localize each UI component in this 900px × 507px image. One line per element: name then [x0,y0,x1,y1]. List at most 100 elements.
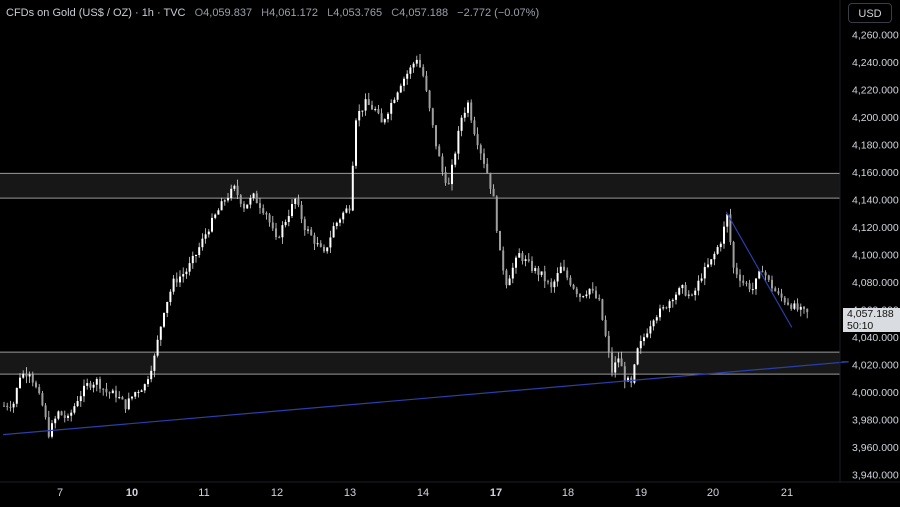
candle [364,93,367,116]
x-tick-label: 13 [344,487,356,499]
candle [25,367,28,384]
candle [639,335,642,354]
candle [335,221,338,230]
candle [780,288,783,302]
candle [585,290,588,299]
candle [495,195,498,233]
y-tick-label: 4,120.000 [852,222,899,234]
candle [662,304,665,311]
candle [649,320,652,339]
candle [105,382,108,397]
candle [207,229,210,238]
candle [428,89,431,112]
candle [268,212,271,227]
candle [710,259,713,267]
last-price-value: 4,057.188 [847,308,894,320]
candle [284,219,287,228]
candle [774,286,777,292]
candle [764,270,767,282]
candle [591,282,594,294]
candle [556,267,559,287]
candle [179,270,181,288]
candle [255,190,258,204]
candle [358,104,361,127]
candle [300,201,303,224]
candle [463,107,466,122]
candle [796,298,799,312]
candle [342,211,345,224]
candle [419,53,421,68]
last-price-tag: 4,057.188 50:10 [843,308,900,332]
candle [700,273,703,283]
candle [537,265,540,282]
candle [319,240,322,248]
candle [303,216,306,236]
candle [803,306,805,314]
candle [643,333,645,346]
candle [572,283,575,290]
candle [95,377,98,392]
candle [566,267,569,281]
x-tick-label: 11 [198,487,209,499]
candle [758,269,761,280]
candle [83,379,85,403]
candle [271,215,274,232]
candle [652,319,655,331]
candle [732,240,735,274]
candle [108,391,111,399]
candle [694,287,697,301]
candle [175,272,178,287]
candle [553,279,556,293]
candle [348,205,351,214]
candle [294,197,297,209]
x-tick-label: 21 [781,487,793,499]
candle [518,248,521,258]
candle [659,304,661,321]
currency-button[interactable]: USD [848,3,892,23]
candle [377,104,380,115]
support-zone-fill [0,352,840,375]
candle [12,401,15,413]
candle [611,347,613,377]
candle [665,306,668,310]
candle [745,281,748,287]
close-value: 4,057.188 [399,7,449,19]
candle [441,153,444,176]
candle [614,356,617,378]
candle [457,126,460,160]
candle [217,208,220,215]
candle [223,199,226,206]
candle [287,209,290,227]
candle [729,208,732,245]
candle [316,236,319,247]
y-tick-label: 4,140.000 [852,195,899,207]
candle [326,247,329,254]
candle [188,256,191,276]
candle [195,254,197,263]
candle [569,275,572,287]
candle [281,221,284,244]
candle [483,148,485,169]
y-tick-label: 4,100.000 [852,250,899,262]
y-tick-label: 4,000.000 [852,387,899,399]
x-tick-label: 20 [707,487,719,499]
candle [374,106,377,112]
candle [790,303,793,311]
candle [79,390,82,407]
candle [668,299,671,313]
candle [169,289,172,306]
candle [470,99,473,123]
candle [511,262,514,284]
candle [204,228,207,244]
candle [447,177,450,185]
candle [355,118,357,169]
candle [265,211,268,220]
candle [54,415,57,429]
candle [751,282,754,295]
candle [51,419,53,439]
candle [127,392,130,411]
candle [182,267,185,283]
falling-trendline [725,211,793,328]
